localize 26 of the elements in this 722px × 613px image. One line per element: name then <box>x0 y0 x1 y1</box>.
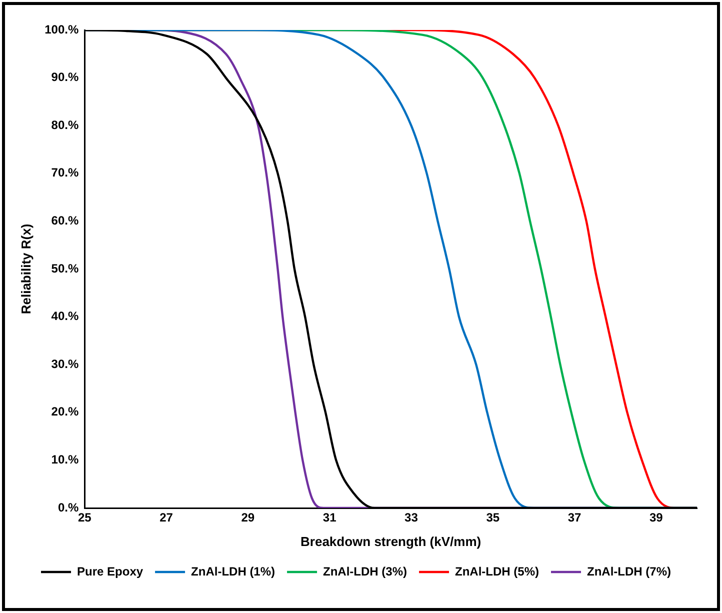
y-tick-label: 70.% <box>51 166 79 180</box>
x-tick-label: 31 <box>322 510 337 525</box>
y-tick-label: 10.% <box>51 452 79 467</box>
x-axis-title: Breakdown strength (kV/mm) <box>300 534 482 549</box>
y-tick-label: 90.% <box>51 70 79 84</box>
x-tick-label: 27 <box>160 510 174 525</box>
y-tick-label: 80.% <box>51 118 79 132</box>
x-tick-label: 29 <box>241 510 255 525</box>
y-tick-label: 50.% <box>51 261 79 276</box>
y-tick-label: 100.% <box>44 22 79 36</box>
legend-label: ZnAl-LDH (7%) <box>587 564 671 578</box>
y-tick-label: 20.% <box>51 404 79 419</box>
legend-label: ZnAl-LDH (5%) <box>455 564 540 578</box>
x-tick-label: 37 <box>568 510 582 525</box>
y-tick-label: 40.% <box>51 309 79 324</box>
legend-label: Pure Epoxy <box>77 564 144 578</box>
x-tick-label: 35 <box>486 510 500 525</box>
x-tick-label: 33 <box>404 510 418 525</box>
x-tick-label: 25 <box>78 510 92 525</box>
legend-label: ZnAl-LDH (3%) <box>323 564 408 578</box>
y-tick-label: 30.% <box>51 356 79 371</box>
x-tick-label: 39 <box>649 510 664 525</box>
legend-label: ZnAl-LDH (1%) <box>191 564 276 578</box>
y-tick-label: 60.% <box>51 214 79 228</box>
y-axis-title: Reliability R(x) <box>18 224 34 314</box>
y-tick-label: 0.% <box>58 500 79 514</box>
